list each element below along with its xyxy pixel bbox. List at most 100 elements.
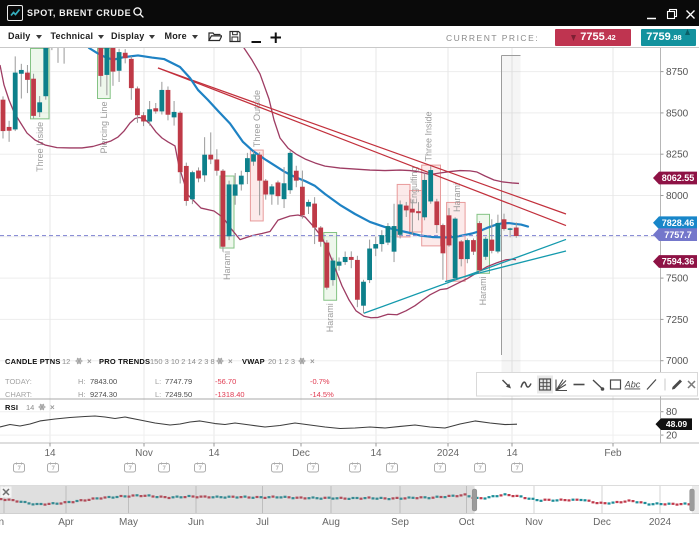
draw-tool-text-abc[interactable]: Abc [624,380,641,390]
title-bar: SPOT, BRENT CRUDE [0,0,699,26]
candle-body [159,89,165,112]
draw-tool-grid-table[interactable] [537,375,553,394]
zoom-out-icon[interactable] [251,33,262,51]
calendar-event-icon[interactable] [13,462,25,473]
draw-tool-pointer[interactable] [502,379,512,389]
calendar-event-icon[interactable] [434,462,446,473]
svg-text:80: 80 [666,407,678,418]
candle-body [379,235,385,245]
draw-tool-diagonal-line[interactable] [646,379,657,390]
navigator-month-label: Oct [459,517,475,528]
candle-body [269,186,275,195]
candle-body [367,248,372,281]
draw-tool-curve[interactable] [520,381,532,388]
calendar-event-icon[interactable] [349,462,361,473]
today-stats-row: TODAY: H: 7843.00 L: 7747.79 -56.70 -0.7… [5,377,330,386]
pattern-label: Harami [452,183,462,212]
price-tick-label: 7000 [666,356,689,367]
calendar-event-icon[interactable] [307,462,319,473]
menu-daily[interactable]: Daily [8,31,42,41]
candle-body [483,238,489,257]
date-tick-label: Nov [135,448,153,459]
close-indicator-icon[interactable]: × [50,402,55,412]
navigator-left-handle[interactable] [471,488,478,512]
candle-body [299,186,305,216]
candle-body [373,244,379,249]
svg-text:Abc: Abc [624,380,641,390]
candle-body [220,170,226,247]
close-indicator-icon[interactable]: × [87,357,92,366]
navigator-right-handle[interactable] [689,488,695,512]
price-badge-value: 7828.46 [662,218,695,228]
zoom-in-icon[interactable] [270,31,282,49]
rsi-pane: 80 20 48.09 [0,400,692,443]
draw-tool-close[interactable] [687,380,696,389]
draw-tool-fan-lines[interactable] [555,379,567,392]
arrow-down-icon [571,35,577,41]
indicator-rsi[interactable]: RSI [5,402,19,412]
chart-canvas[interactable]: Three Inside Piercing Line Harami Three Out… [0,48,699,533]
navigator-month-label: Nov [525,517,543,528]
price-tick-label: 7500 [666,274,689,285]
candle-body [122,52,128,59]
date-tick-label: 2024 [437,448,460,459]
open-folder-icon[interactable] [208,30,223,48]
candle-body [251,154,256,162]
menu-display[interactable]: Display [111,31,156,41]
chevron-down-icon [98,34,105,39]
draw-tool-brush[interactable] [672,379,682,390]
candle-body [330,260,336,281]
candle-body [6,126,12,131]
candle-body [440,225,446,254]
calendar-event-icon[interactable] [271,462,283,473]
calendar-event-icon[interactable] [194,462,206,473]
save-icon[interactable] [229,30,241,48]
restore-button[interactable] [666,7,678,20]
candle-body [354,259,360,300]
navigator-month-label: 2024 [649,517,672,528]
candle-body [513,227,519,236]
menu-technical[interactable]: Technical [51,31,105,41]
search-icon[interactable] [132,6,145,24]
candle-body [202,154,208,176]
minimize-button[interactable] [646,7,658,20]
candle-body [446,215,452,246]
calendar-event-icon[interactable] [511,462,523,473]
menu-more[interactable]: More [165,31,198,41]
candle-body [385,226,391,243]
candle-body [458,241,464,260]
calendar-event-icon[interactable] [474,462,486,473]
calendar-event-icon[interactable] [386,462,398,473]
gear-icon[interactable] [216,357,224,365]
close-button[interactable] [685,7,697,19]
draw-tool-trend-line[interactable] [592,379,605,391]
calendar-event-icon[interactable] [158,462,170,473]
svg-text:48.09: 48.09 [666,419,688,429]
candle-body [348,256,354,260]
date-tick-label: 14 [506,448,518,459]
gear-icon[interactable] [38,403,46,411]
navigator[interactable]: n Apr May Jun Jul Aug Sep Oct Nov Dec 2024 [0,485,699,529]
draw-tool-rectangle[interactable] [609,379,622,390]
candle-body [287,152,293,191]
close-indicator-icon[interactable]: × [310,357,315,366]
gear-icon[interactable] [298,357,306,365]
calendar-event-icon[interactable] [47,462,59,473]
candle-body [422,179,427,218]
navigator-month-label: Dec [593,517,611,528]
candle-body [507,228,513,230]
close-indicator-icon[interactable]: × [228,357,233,366]
navigator-close-icon[interactable] [0,486,12,498]
candle-body [238,175,244,185]
calendar-event-icon[interactable] [124,462,136,473]
indicator-vwap[interactable]: VWAP [242,357,265,366]
pattern-label: Three Inside [35,122,45,172]
indicator-pro-trends[interactable]: PRO TRENDS [99,357,151,366]
candle-body [226,184,232,237]
candle-body [245,158,250,173]
indicator-candle-ptns[interactable]: CANDLE PTNS [5,357,61,366]
navigator-month-label: Sep [391,517,409,528]
gear-icon[interactable] [75,357,83,365]
bid-price-badge: 7755.42 [555,29,631,46]
price-tick-label: 8250 [666,150,689,161]
